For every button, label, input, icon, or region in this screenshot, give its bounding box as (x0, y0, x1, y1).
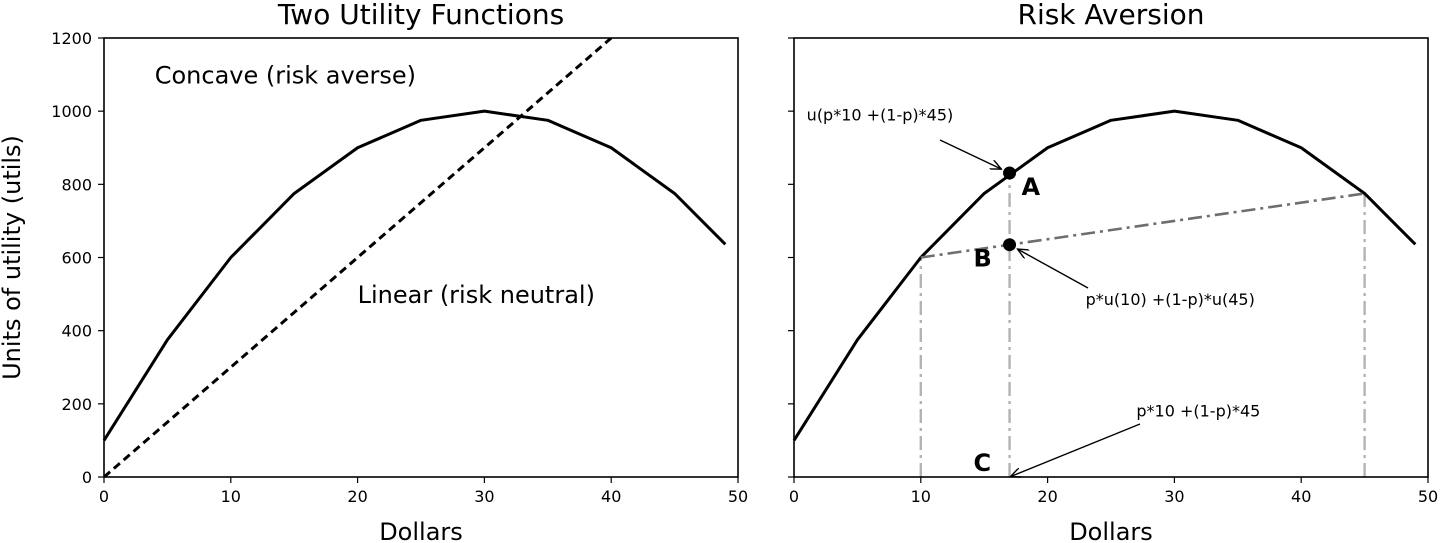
y-tick-label: 800 (61, 175, 92, 194)
y-axis-label: Units of utility (utils) (0, 135, 26, 380)
expected-utility-annotation: p*u(10) +(1-p)*u(45) (1086, 290, 1255, 309)
x-tick-label: 20 (1037, 487, 1057, 506)
annotation-arrow (1017, 249, 1089, 289)
chart-title: Two Utility Functions (277, 0, 564, 31)
axes-frame (793, 37, 1429, 478)
linear-utility-line (104, 38, 613, 477)
chart-title: Risk Aversion (1017, 0, 1204, 31)
point-label-b: B (974, 245, 992, 273)
x-tick-label: 0 (789, 487, 799, 506)
y-tick-label: 200 (61, 395, 92, 414)
expected-value-annotation: p*10 +(1-p)*45 (1136, 402, 1260, 421)
y-tick-label: 0 (82, 468, 92, 487)
y-tick-label: 1200 (51, 29, 92, 48)
expected-value-utility-annotation: u(p*10 +(1-p)*45) (807, 105, 954, 124)
x-tick-label: 40 (1291, 487, 1311, 506)
axes-frame (103, 37, 739, 478)
linear-annotation: Linear (risk neutral) (358, 281, 595, 309)
x-tick-label: 10 (221, 487, 241, 506)
axis-ticks: 0 10 20 30 40 50 (788, 37, 1438, 506)
y-tick-label: 1000 (51, 102, 92, 121)
plot-area (102, 38, 727, 477)
plot-area (792, 109, 1417, 477)
point-label-c: C (974, 449, 992, 477)
point-marker-a (1003, 166, 1017, 180)
x-tick-label: 40 (601, 487, 621, 506)
concave-annotation: Concave (risk averse) (155, 62, 416, 90)
x-tick-label: 10 (911, 487, 931, 506)
x-tick-label: 50 (1418, 487, 1438, 506)
point-marker-b (1003, 238, 1017, 252)
chart-two-utility-functions: Two Utility Functions Units of utility (… (0, 0, 748, 543)
x-axis-label: Dollars (379, 518, 463, 543)
y-tick-label: 400 (61, 322, 92, 341)
concave-utility-curve (102, 109, 727, 442)
y-tick-label: 600 (61, 249, 92, 268)
point-label-a: A (1022, 173, 1041, 201)
annotation-arrow (939, 139, 1001, 169)
expected-utility-chord (920, 192, 1365, 259)
x-tick-label: 50 (728, 487, 748, 506)
chart-risk-aversion: Risk Aversion Dollars 0 10 20 30 40 50 u(p*10… (788, 0, 1438, 543)
axis-ticks: 0 10 20 30 40 50 0 200 400 600 800 1000 1200 (51, 29, 748, 506)
x-tick-label: 20 (347, 487, 367, 506)
concave-utility-curve (792, 109, 1417, 442)
annotation-arrow (1010, 423, 1141, 477)
x-axis-label: Dollars (1069, 518, 1153, 543)
x-tick-label: 30 (1164, 487, 1184, 506)
x-tick-label: 30 (474, 487, 494, 506)
x-tick-label: 0 (99, 487, 109, 506)
